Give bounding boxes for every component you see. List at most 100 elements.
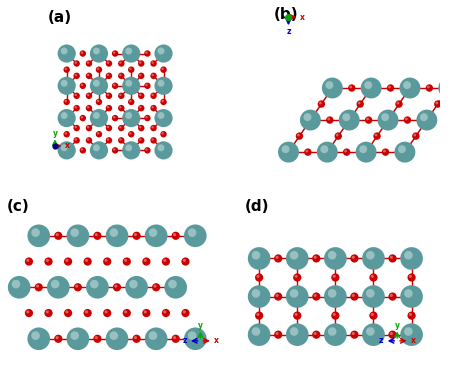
Circle shape: [188, 331, 196, 340]
Circle shape: [95, 336, 98, 339]
Circle shape: [73, 93, 80, 99]
Circle shape: [64, 309, 72, 317]
Circle shape: [71, 228, 79, 237]
Circle shape: [286, 285, 309, 308]
Circle shape: [303, 113, 311, 121]
Circle shape: [74, 283, 82, 291]
Circle shape: [395, 100, 403, 108]
Text: (b): (b): [273, 7, 298, 22]
Circle shape: [134, 336, 137, 339]
Circle shape: [129, 132, 132, 135]
Circle shape: [31, 331, 40, 340]
Circle shape: [333, 313, 336, 316]
Circle shape: [145, 148, 148, 151]
Circle shape: [434, 100, 441, 108]
Circle shape: [87, 94, 89, 96]
Circle shape: [64, 100, 67, 102]
Circle shape: [255, 311, 263, 320]
Circle shape: [64, 257, 72, 266]
Circle shape: [252, 289, 260, 298]
Circle shape: [155, 45, 173, 63]
Circle shape: [138, 125, 145, 131]
Circle shape: [139, 74, 142, 76]
Circle shape: [119, 94, 122, 96]
Circle shape: [129, 68, 132, 70]
Circle shape: [125, 80, 132, 87]
Circle shape: [71, 331, 79, 340]
Circle shape: [184, 327, 207, 350]
Circle shape: [138, 93, 145, 99]
Circle shape: [184, 224, 207, 247]
Circle shape: [404, 327, 413, 336]
Circle shape: [129, 100, 132, 102]
Circle shape: [107, 126, 109, 128]
Circle shape: [342, 113, 350, 121]
Circle shape: [400, 247, 423, 270]
Circle shape: [113, 148, 116, 151]
Circle shape: [318, 100, 325, 108]
Circle shape: [328, 289, 337, 298]
Text: x: x: [65, 142, 70, 150]
Circle shape: [142, 257, 150, 266]
Circle shape: [65, 259, 69, 262]
Circle shape: [420, 113, 428, 121]
Circle shape: [81, 84, 83, 86]
Circle shape: [348, 84, 356, 92]
Circle shape: [314, 332, 317, 335]
Circle shape: [331, 311, 339, 320]
Circle shape: [128, 66, 135, 73]
Circle shape: [356, 142, 376, 162]
Circle shape: [426, 84, 433, 92]
Circle shape: [324, 247, 346, 270]
Circle shape: [374, 134, 377, 137]
Circle shape: [161, 100, 164, 102]
Circle shape: [104, 310, 108, 314]
Circle shape: [390, 294, 393, 297]
Circle shape: [45, 309, 53, 317]
Text: z: z: [379, 336, 383, 345]
Circle shape: [122, 109, 140, 127]
Circle shape: [390, 256, 393, 259]
Circle shape: [145, 116, 148, 118]
Circle shape: [118, 125, 125, 131]
Circle shape: [144, 115, 151, 121]
Circle shape: [326, 116, 334, 124]
Circle shape: [90, 141, 108, 160]
Circle shape: [163, 259, 166, 262]
Circle shape: [114, 285, 118, 288]
Circle shape: [144, 147, 151, 154]
Circle shape: [46, 310, 49, 314]
Circle shape: [125, 112, 132, 119]
Circle shape: [161, 68, 164, 70]
Text: y: y: [395, 320, 400, 330]
Circle shape: [162, 309, 170, 317]
Circle shape: [282, 145, 290, 153]
Circle shape: [73, 73, 80, 79]
Circle shape: [66, 327, 89, 350]
Circle shape: [54, 335, 63, 343]
Circle shape: [154, 285, 156, 288]
Circle shape: [55, 336, 59, 339]
Circle shape: [85, 310, 88, 314]
Circle shape: [157, 112, 164, 119]
Circle shape: [150, 60, 157, 67]
Circle shape: [112, 50, 118, 57]
Circle shape: [112, 115, 118, 121]
Circle shape: [294, 313, 298, 316]
Circle shape: [324, 323, 346, 346]
Circle shape: [36, 285, 39, 288]
Circle shape: [55, 233, 59, 236]
Circle shape: [248, 323, 271, 346]
Circle shape: [404, 116, 411, 124]
Circle shape: [57, 141, 76, 160]
Circle shape: [106, 137, 112, 143]
Circle shape: [104, 259, 108, 262]
Circle shape: [322, 77, 343, 99]
Circle shape: [151, 138, 154, 141]
Circle shape: [274, 292, 283, 301]
Circle shape: [123, 309, 131, 317]
Circle shape: [149, 331, 157, 340]
Circle shape: [157, 47, 164, 54]
Circle shape: [369, 311, 378, 320]
Circle shape: [64, 68, 67, 70]
